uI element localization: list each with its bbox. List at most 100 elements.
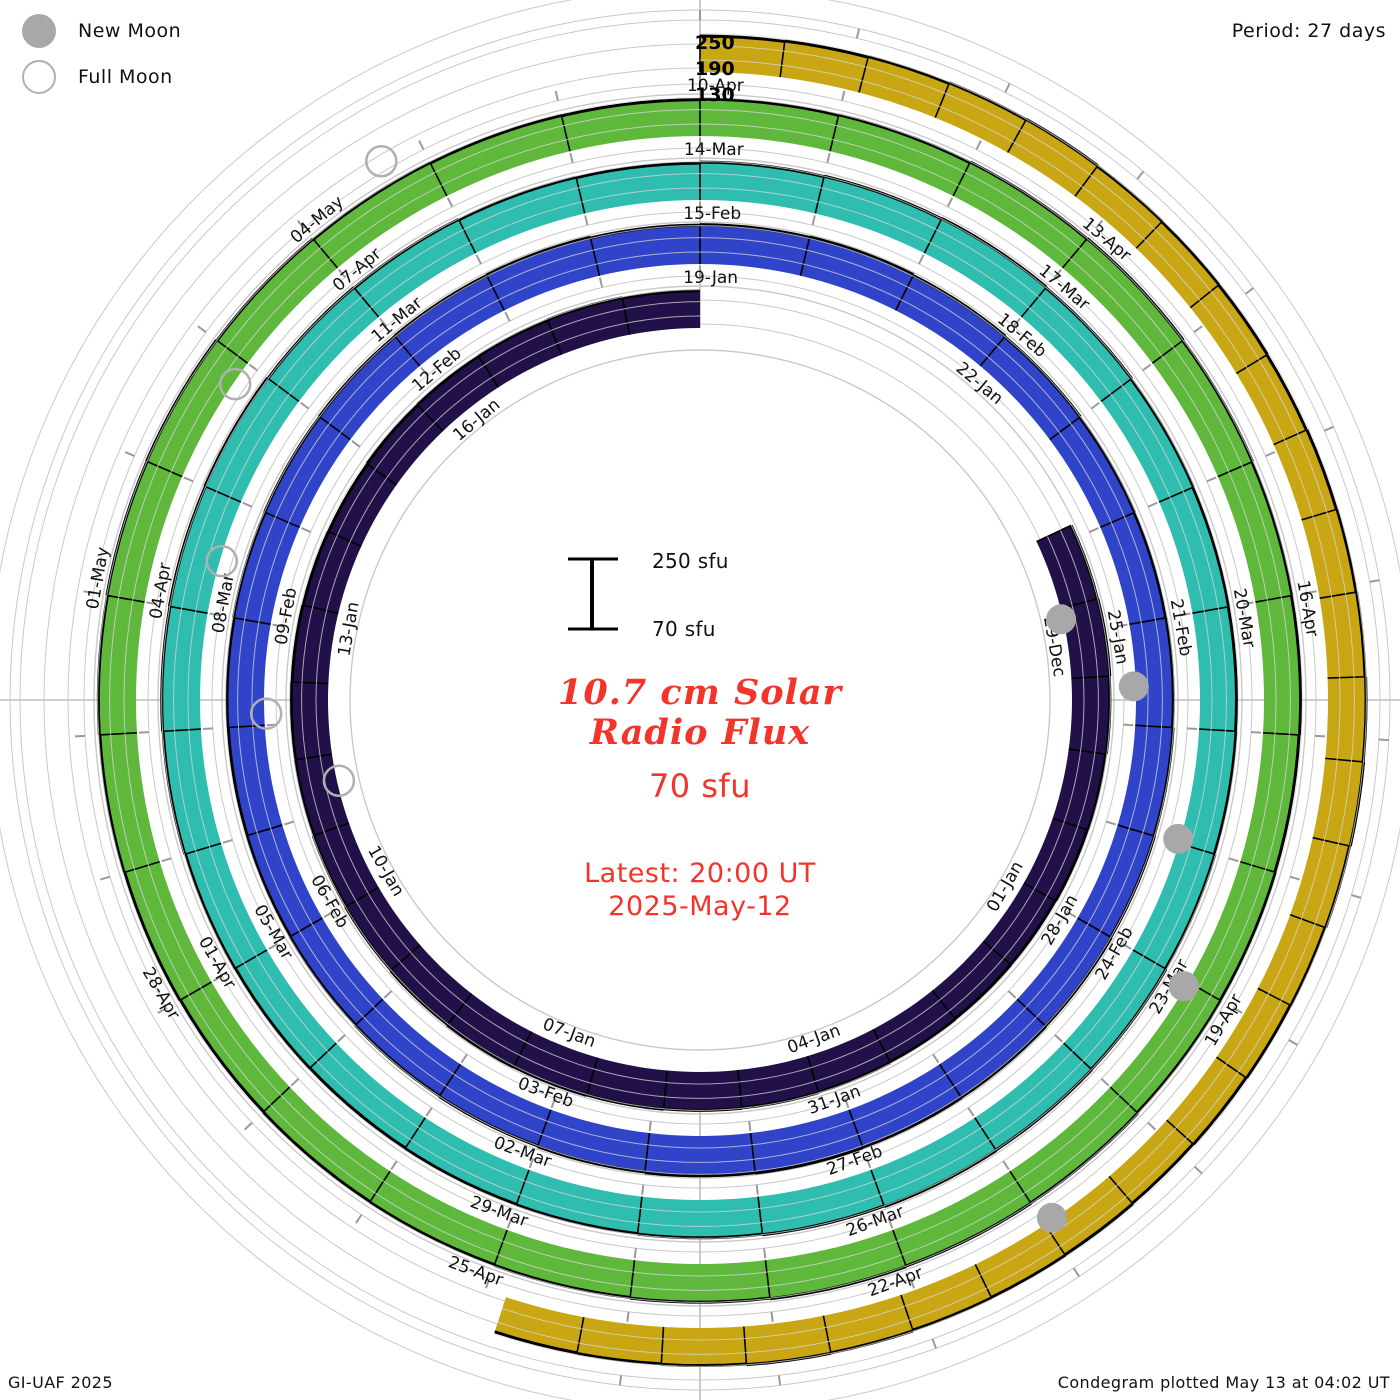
- data-outline: [123, 871, 182, 1002]
- data-segment: [430, 115, 570, 196]
- angular-tick: [844, 1098, 850, 1109]
- data-outline: [1191, 486, 1231, 608]
- angular-tick: [383, 990, 393, 999]
- data-outline: [429, 113, 562, 165]
- angular-tick: [1012, 317, 1021, 327]
- data-outline: [1289, 926, 1327, 1007]
- data-segment: [1063, 950, 1167, 1070]
- data-segment: [1068, 676, 1110, 755]
- date-label: 15-Feb: [683, 204, 741, 224]
- period-label: Period: 27 days: [1231, 20, 1386, 42]
- data-segment: [263, 1087, 391, 1202]
- angular-tick: [931, 1338, 937, 1349]
- angular-tick: [1142, 363, 1152, 372]
- data-segment: [537, 1109, 650, 1173]
- date-label: 14-Mar: [684, 140, 744, 160]
- data-outline: [838, 113, 971, 164]
- angular-tick: [1007, 990, 1017, 999]
- data-daybreak: [814, 175, 825, 214]
- data-segment: [630, 1260, 770, 1303]
- angular-tick: [1002, 1160, 1010, 1171]
- angular-tick: [418, 140, 425, 150]
- data-segment: [1110, 982, 1221, 1113]
- data-segment: [1166, 1057, 1247, 1145]
- data-daybreak: [799, 236, 811, 276]
- data-daybreak: [737, 1069, 743, 1109]
- data-outline: [515, 1203, 638, 1236]
- angular-tick: [1206, 476, 1217, 483]
- data-outline: [1054, 829, 1089, 902]
- angular-tick: [1288, 1039, 1299, 1046]
- angular-tick: [584, 215, 589, 226]
- data-segment: [289, 918, 383, 1025]
- data-daybreak: [309, 1042, 337, 1069]
- data-daybreak: [576, 1317, 585, 1354]
- data-segment: [458, 177, 585, 254]
- angular-tick: [161, 857, 172, 863]
- full-moon-marker: [365, 144, 398, 178]
- angular-tick: [946, 197, 954, 208]
- angular-tick: [1369, 579, 1380, 583]
- data-outline: [622, 289, 701, 300]
- data-outline: [288, 935, 357, 1026]
- band-gridline: [497, 45, 1355, 1355]
- data-outline: [1192, 1076, 1248, 1146]
- data-bands: [96, 33, 1368, 1368]
- data-outline: [644, 1171, 756, 1178]
- data-outline: [661, 1362, 747, 1368]
- data-outline: [576, 1351, 662, 1366]
- angular-tick: [157, 1007, 168, 1014]
- data-segment: [980, 336, 1081, 440]
- band-gridline: [225, 225, 1175, 1175]
- data-segment: [873, 990, 956, 1062]
- data-segment: [1017, 918, 1112, 1026]
- angular-tick: [272, 623, 283, 628]
- data-outline: [536, 1145, 646, 1174]
- angular-tick: [1136, 170, 1145, 180]
- data-daybreak: [1132, 949, 1167, 970]
- angular-ticks: [75, 10, 1389, 1386]
- angular-tick: [268, 943, 278, 950]
- data-segment: [700, 224, 810, 276]
- data-segment: [1190, 284, 1268, 374]
- data-daybreak: [264, 511, 300, 529]
- data-outline: [311, 835, 348, 908]
- angular-tick: [420, 366, 429, 376]
- data-daybreak: [267, 377, 300, 403]
- band-gridline: [289, 289, 1111, 1111]
- data-daybreak: [1327, 675, 1366, 679]
- data-outline: [883, 1149, 998, 1209]
- data-segment: [1009, 1087, 1138, 1203]
- data-segment: [303, 531, 362, 614]
- data-segment: [217, 238, 338, 364]
- angular-tick: [1378, 738, 1389, 742]
- data-daybreak: [512, 1031, 533, 1068]
- data-outline: [830, 1329, 914, 1355]
- data-segment: [1077, 825, 1155, 938]
- data-segment: [405, 1117, 529, 1205]
- data-daybreak: [974, 1264, 993, 1299]
- data-segment: [590, 225, 700, 276]
- data-daybreak: [536, 1109, 552, 1147]
- date-label: 10-Apr: [687, 76, 744, 96]
- data-daybreak: [162, 728, 201, 733]
- angular-tick: [1244, 287, 1255, 295]
- data-outline: [458, 175, 577, 222]
- angular-tick: [1187, 727, 1198, 730]
- data-daybreak: [900, 1294, 914, 1332]
- angular-tick: [1117, 623, 1128, 628]
- data-segment: [309, 1043, 426, 1149]
- data-daybreak: [1023, 882, 1056, 902]
- data-outline: [1289, 595, 1303, 735]
- angular-tick: [124, 451, 135, 457]
- data-segment: [1109, 1120, 1194, 1204]
- data-daybreak: [234, 949, 268, 970]
- band-gridline: [502, 59, 1341, 1341]
- data-segment: [1021, 287, 1132, 402]
- data-segment: [226, 617, 271, 728]
- data-daybreak: [894, 275, 914, 311]
- data-outline: [546, 296, 623, 322]
- data-segment: [871, 1117, 997, 1207]
- angular-tick: [504, 311, 511, 322]
- data-outline: [912, 1296, 993, 1332]
